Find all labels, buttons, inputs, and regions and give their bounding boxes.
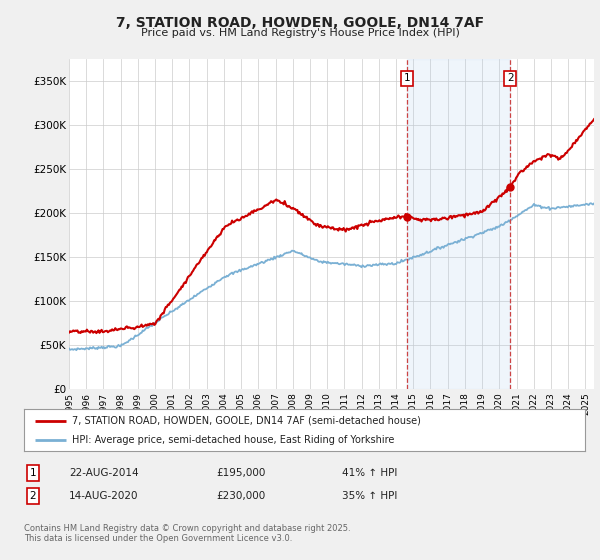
Text: 35% ↑ HPI: 35% ↑ HPI [342, 491, 397, 501]
Text: 1: 1 [29, 468, 37, 478]
Text: Price paid vs. HM Land Registry's House Price Index (HPI): Price paid vs. HM Land Registry's House … [140, 28, 460, 38]
Text: £195,000: £195,000 [216, 468, 265, 478]
Bar [407, 59, 511, 389]
Text: 1: 1 [404, 73, 410, 83]
Text: HPI: Average price, semi-detached house, East Riding of Yorkshire: HPI: Average price, semi-detached house,… [71, 435, 394, 445]
Text: 22-AUG-2014: 22-AUG-2014 [69, 468, 139, 478]
Text: £230,000: £230,000 [216, 491, 265, 501]
Text: 2: 2 [29, 491, 37, 501]
Text: 14-AUG-2020: 14-AUG-2020 [69, 491, 139, 501]
Text: 7, STATION ROAD, HOWDEN, GOOLE, DN14 7AF: 7, STATION ROAD, HOWDEN, GOOLE, DN14 7AF [116, 16, 484, 30]
Text: 41% ↑ HPI: 41% ↑ HPI [342, 468, 397, 478]
Text: 7, STATION ROAD, HOWDEN, GOOLE, DN14 7AF (semi-detached house): 7, STATION ROAD, HOWDEN, GOOLE, DN14 7AF… [71, 416, 421, 426]
Text: Contains HM Land Registry data © Crown copyright and database right 2025.
This d: Contains HM Land Registry data © Crown c… [24, 524, 350, 543]
Text: 2: 2 [507, 73, 514, 83]
